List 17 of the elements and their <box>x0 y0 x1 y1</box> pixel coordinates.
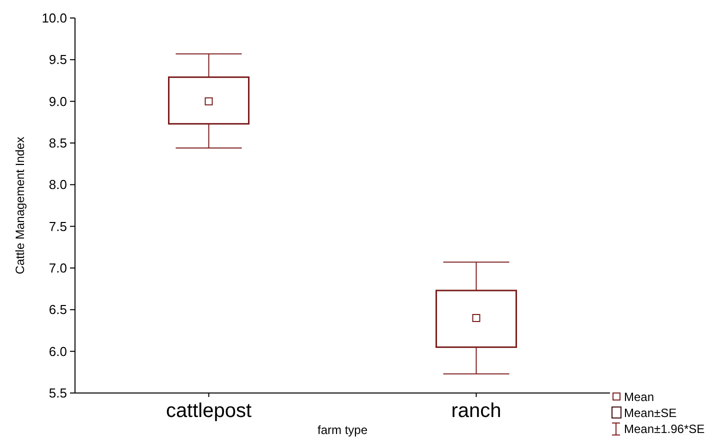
y-tick-label: 8.5 <box>48 136 67 151</box>
y-tick-label: 6.0 <box>48 344 67 359</box>
y-tick-label: 10.0 <box>42 10 67 26</box>
text: Mean±SE <box>624 406 677 420</box>
y-tick-label: 5.5 <box>48 386 67 401</box>
y-tick-label: 7.0 <box>48 260 67 276</box>
y-tick-label: 7.5 <box>48 218 67 234</box>
x-tick-label: cattlepost <box>166 400 252 422</box>
y-tick-label: 9.5 <box>48 52 67 68</box>
y-tick-label: 6.5 <box>48 302 67 318</box>
y-tick-label: 8.0 <box>48 177 67 192</box>
y-axis-title: Cattle Management Index <box>13 136 27 274</box>
text: Mean±1.96*SE <box>624 422 705 436</box>
x-axis-title: farm type <box>317 423 368 437</box>
x-tick-label: ranch <box>451 400 502 422</box>
y-tick-label: 9.0 <box>48 94 67 109</box>
text: Mean <box>624 390 654 404</box>
